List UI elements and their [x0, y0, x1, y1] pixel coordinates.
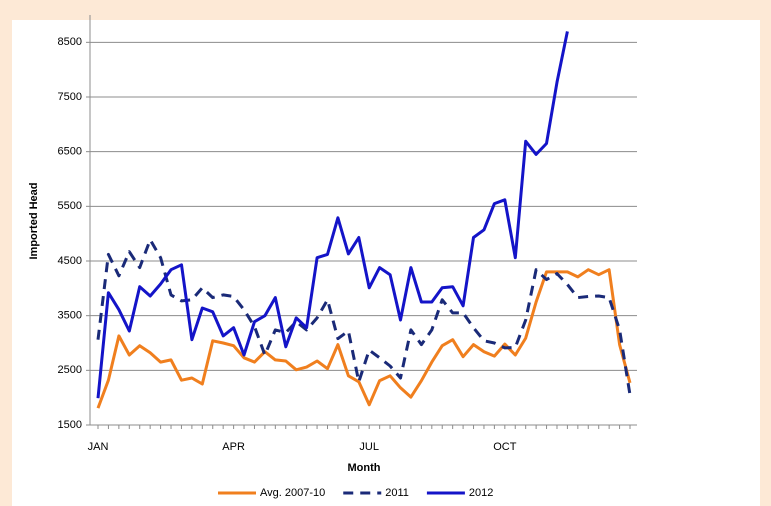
y-tick-label: 1500 [58, 419, 82, 431]
y-tick-label: 5500 [58, 200, 82, 212]
y-tick-label: 7500 [58, 91, 82, 103]
series-line [96, 31, 569, 399]
legend-label: 2012 [469, 487, 493, 499]
legend-label: 2011 [385, 487, 409, 499]
x-axis-title: Month [348, 462, 381, 474]
legend-label: Avg. 2007-10 [260, 487, 325, 499]
x-tick-label: JAN [88, 441, 109, 453]
y-tick-label: 8500 [58, 36, 82, 48]
y-axis-title: Imported Head [28, 182, 40, 259]
x-tick-label: APR [222, 441, 245, 453]
y-tick-label: 2500 [58, 364, 82, 376]
y-tick-label: 6500 [58, 146, 82, 158]
series-line [96, 268, 632, 409]
x-tick-label: JUL [359, 441, 379, 453]
y-tick-label: 3500 [58, 310, 82, 322]
x-tick-label: OCT [493, 441, 517, 453]
y-tick-label: 4500 [58, 255, 82, 267]
